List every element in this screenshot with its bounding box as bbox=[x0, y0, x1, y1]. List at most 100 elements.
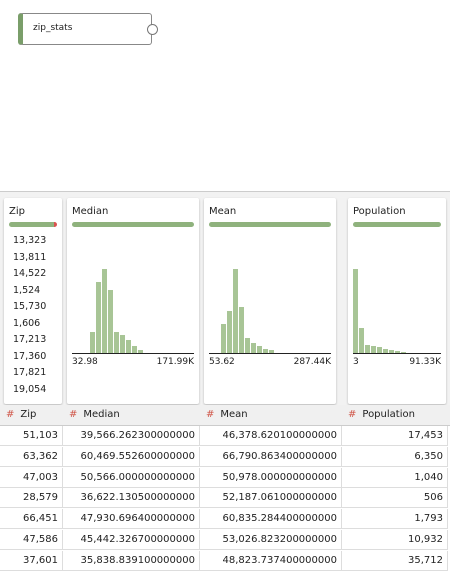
histogram-axis bbox=[353, 353, 441, 354]
histogram-bar bbox=[383, 348, 388, 353]
table-cell: 6,350 bbox=[342, 446, 448, 467]
table-cell: 17,453 bbox=[342, 426, 448, 446]
histogram-bar bbox=[102, 269, 107, 353]
histogram-bar bbox=[221, 323, 226, 353]
histogram-bar bbox=[114, 332, 119, 353]
quality-bar bbox=[353, 222, 441, 227]
histogram-bar bbox=[359, 327, 364, 353]
value-item[interactable]: 1,606 bbox=[13, 317, 41, 329]
histogram-bar bbox=[108, 290, 113, 353]
table-cell: 53,026.823200000000 bbox=[200, 530, 342, 550]
value-item[interactable]: 17,821 bbox=[13, 367, 47, 378]
profile-name: Population bbox=[353, 206, 406, 217]
value-item[interactable]: 13,323 bbox=[13, 235, 47, 246]
histogram-bar bbox=[233, 269, 238, 353]
table-cell: 46,378.620100000000 bbox=[200, 426, 342, 446]
histogram-bar bbox=[245, 337, 250, 353]
table-cell: 51,103 bbox=[0, 426, 63, 446]
column-name: Population bbox=[362, 409, 415, 420]
table-cell: 50,566.000000000000 bbox=[63, 467, 200, 488]
value-item[interactable]: 17,213 bbox=[13, 334, 47, 345]
axis-min: 53.62 bbox=[209, 357, 235, 367]
histogram-bar bbox=[353, 269, 358, 353]
histogram-bar bbox=[96, 281, 101, 353]
value-item[interactable]: 14,522 bbox=[13, 268, 47, 279]
table-cell: 47,586 bbox=[0, 530, 63, 550]
column-header[interactable]: # Median bbox=[69, 409, 120, 420]
axis-max: 171.99K bbox=[156, 357, 194, 367]
value-item[interactable]: 1,524 bbox=[13, 284, 41, 296]
quality-bar bbox=[9, 222, 57, 227]
table-cell: 66,451 bbox=[0, 509, 63, 530]
type-icon: # bbox=[348, 409, 357, 420]
histogram-bar bbox=[263, 348, 268, 353]
histogram-bar bbox=[138, 350, 143, 353]
profile-card[interactable]: Population 3 91.33K bbox=[348, 198, 446, 404]
quality-bar bbox=[72, 222, 194, 227]
value-item[interactable]: 19,054 bbox=[13, 383, 47, 395]
profile-panel: Zip 13,323 13,811 14,522 1,524 15,730 1,606 17,… bbox=[0, 191, 450, 406]
column-name: Zip bbox=[20, 409, 37, 420]
table-cell: 37,601 bbox=[0, 550, 63, 571]
table-cell: 39,566.262300000000 bbox=[63, 426, 200, 446]
table-cell: 63,362 bbox=[0, 446, 63, 467]
table-cell: 60,835.284400000000 bbox=[200, 509, 342, 530]
table-cell: 48,823.737400000000 bbox=[200, 550, 342, 571]
profile-card[interactable]: Zip 13,323 13,811 14,522 1,524 15,730 1,606 17,… bbox=[4, 198, 62, 404]
column-name: Mean bbox=[220, 409, 248, 420]
table-cell: 52,187.061000000000 bbox=[200, 488, 342, 509]
table-cell: 506 bbox=[342, 488, 448, 509]
histogram-bar bbox=[120, 334, 125, 353]
value-item[interactable]: 15,730 bbox=[13, 301, 47, 312]
histogram-bar bbox=[377, 347, 382, 353]
table-cell: 10,932 bbox=[342, 530, 448, 550]
profile-card[interactable]: Median 32.98 171.99K bbox=[67, 198, 199, 404]
axis-min: 32.98 bbox=[72, 357, 98, 367]
table-cell: 47,930.696400000000 bbox=[63, 509, 200, 530]
table-cell: 1,793 bbox=[342, 509, 448, 530]
table-cell: 50,978.000000000000 bbox=[200, 467, 342, 488]
histogram-bar bbox=[401, 352, 406, 353]
table-cell: 36,622.130500000000 bbox=[63, 488, 200, 509]
column-name: Median bbox=[83, 409, 120, 420]
axis-max: 287.44K bbox=[293, 357, 331, 367]
column-header[interactable]: # Zip bbox=[6, 409, 36, 420]
table-cell: 47,003 bbox=[0, 467, 63, 488]
histogram-bar bbox=[227, 311, 232, 353]
histogram-bar bbox=[389, 350, 394, 353]
axis-max: 91.33K bbox=[409, 357, 441, 367]
node-label: zip_stats bbox=[33, 23, 73, 33]
type-icon: # bbox=[6, 409, 15, 420]
value-item[interactable]: 17,360 bbox=[13, 350, 47, 362]
output-port[interactable] bbox=[147, 24, 158, 35]
axis-min: 3 bbox=[353, 357, 359, 367]
histogram-bar bbox=[90, 332, 95, 353]
histogram-bar bbox=[269, 350, 274, 353]
histogram-axis bbox=[209, 353, 331, 354]
histogram-bar bbox=[251, 342, 256, 353]
column-header[interactable]: # Population bbox=[348, 409, 415, 420]
table-cell: 1,040 bbox=[342, 467, 448, 488]
table-cell: 35,712 bbox=[342, 550, 448, 571]
quality-bar bbox=[209, 222, 331, 227]
histogram-bar bbox=[371, 346, 376, 353]
column-header[interactable]: # Mean bbox=[206, 409, 248, 420]
type-icon: # bbox=[206, 409, 215, 420]
table-cell: 35,838.839100000000 bbox=[63, 550, 200, 571]
type-icon: # bbox=[69, 409, 78, 420]
histogram-bar bbox=[257, 346, 262, 353]
table-cell: 28,579 bbox=[0, 488, 63, 509]
histogram-axis bbox=[72, 353, 194, 354]
dataset-node[interactable]: zip_stats bbox=[18, 13, 152, 45]
table-cell: 60,469.552600000000 bbox=[63, 446, 200, 467]
table-cell: 66,790.863400000000 bbox=[200, 446, 342, 467]
table-header: # Zip # Median # Mean # Population bbox=[0, 405, 450, 426]
histogram-bar bbox=[239, 306, 244, 353]
histogram-bar bbox=[365, 344, 370, 353]
value-item[interactable]: 13,811 bbox=[13, 251, 47, 263]
table-cell: 45,442.326700000000 bbox=[63, 530, 200, 550]
histogram-bar bbox=[126, 340, 131, 353]
profile-name: Mean bbox=[209, 206, 237, 217]
profile-card[interactable]: Mean 53.62 287.44K bbox=[204, 198, 336, 404]
